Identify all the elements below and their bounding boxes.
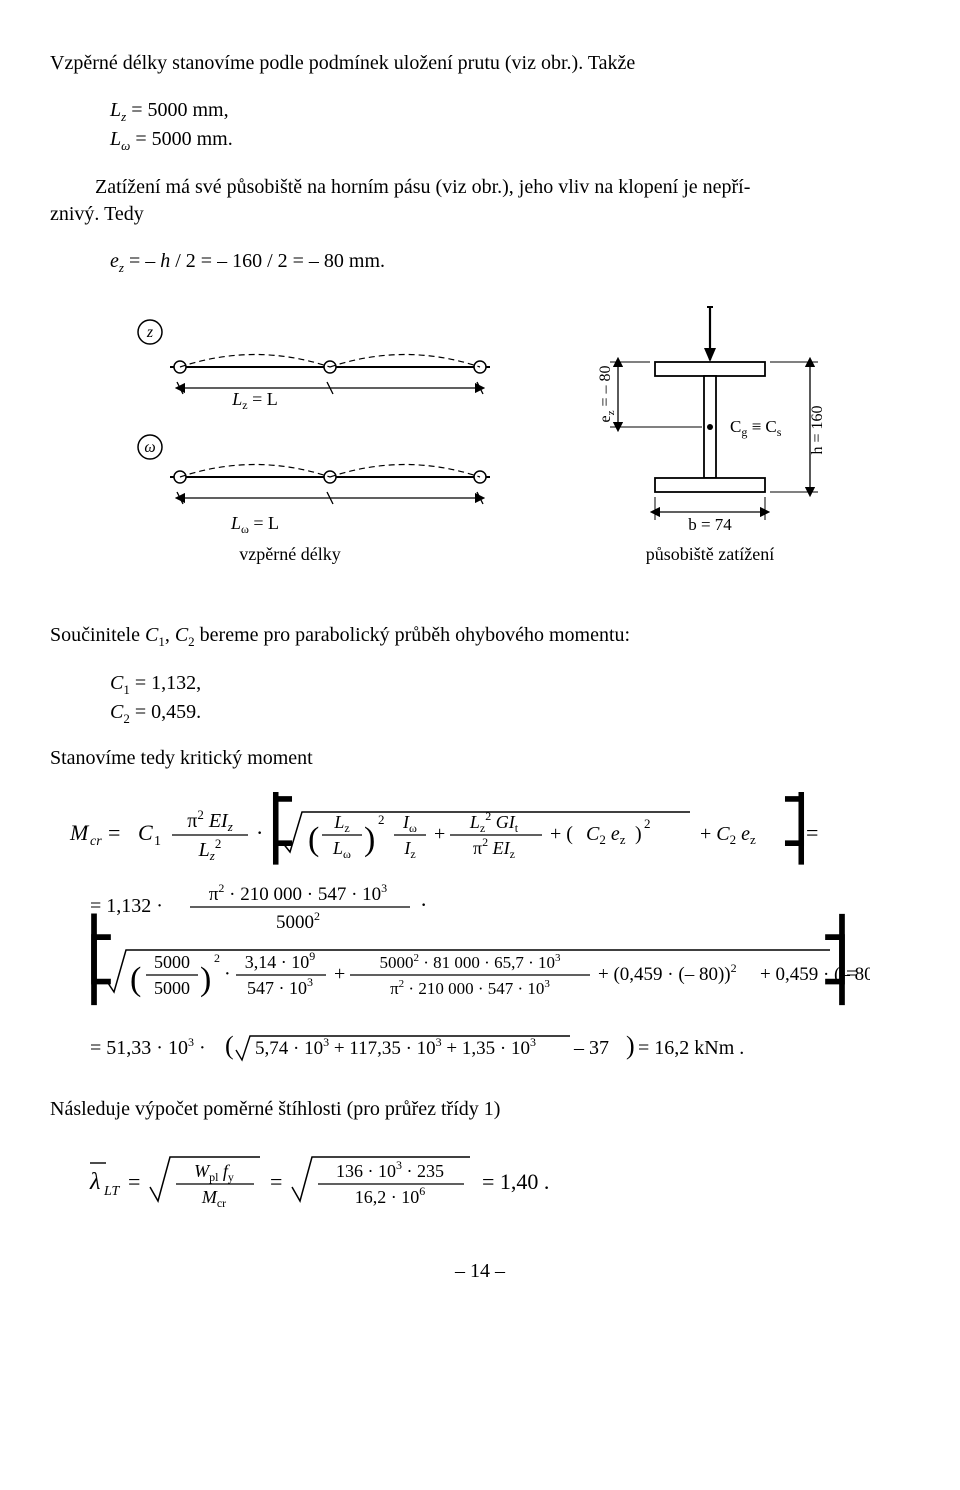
svg-text:+ (0,459 · (– 80))2: + (0,459 · (– 80))2 <box>598 961 737 985</box>
w-badge: ω <box>138 435 162 459</box>
svg-text:M: M <box>69 820 90 845</box>
svg-text:2: 2 <box>214 951 220 965</box>
svg-text:=: = <box>108 820 120 845</box>
lz-value: Lz = 5000 mm, <box>110 97 910 126</box>
svg-text:Cg ≡ Cs: Cg ≡ Cs <box>730 417 782 439</box>
svg-text:+ C2 ez: + C2 ez <box>700 823 756 847</box>
coefficients-intro: Součinitele C1, C2 bereme pro parabolick… <box>50 622 910 651</box>
svg-text:Iz: Iz <box>403 838 415 861</box>
svg-text:2: 2 <box>644 816 651 831</box>
mcr-equation: M cr = C 1 π2 EIz Lz2 · ⎡ ⎣ ( Lz Lω ) 2 … <box>50 792 870 1082</box>
svg-text:ω: ω <box>144 439 155 456</box>
svg-text:3,14 · 109: 3,14 · 109 <box>245 949 316 972</box>
svg-text:Lω = L: Lω = L <box>230 513 279 536</box>
svg-text:Mcr: Mcr <box>201 1187 226 1210</box>
svg-text:z: z <box>146 324 154 341</box>
svg-text:= 16,2 kNm .: = 16,2 kNm . <box>638 1037 744 1059</box>
svg-text:+: + <box>334 963 345 985</box>
lw-value: Lω = 5000 mm. <box>110 126 910 155</box>
svg-text:π2 · 210 000 · 547 · 103: π2 · 210 000 · 547 · 103 <box>390 978 550 998</box>
svg-text:Iω: Iω <box>402 812 417 835</box>
svg-text:π2 EIz: π2 EIz <box>473 835 515 861</box>
svg-text:+ (: + ( <box>550 823 573 845</box>
svg-text:Lz2 GIt: Lz2 GIt <box>469 809 519 835</box>
svg-text:(: ( <box>130 961 141 998</box>
ez-value: ez = – h / 2 = – 160 / 2 = – 80 mm. <box>110 248 910 277</box>
bottom-schematic: Lω = L vzpěrné délky <box>170 464 490 564</box>
svg-text:5000: 5000 <box>154 952 190 972</box>
svg-text:ez = – 80: ez = – 80 <box>597 365 617 422</box>
svg-text:C: C <box>138 820 153 845</box>
svg-text:16,2 · 106: 16,2 · 106 <box>355 1184 426 1207</box>
svg-text:5000: 5000 <box>154 978 190 998</box>
svg-text:C2 ez: C2 ez <box>586 823 626 847</box>
svg-text:Wpl fy: Wpl fy <box>194 1161 234 1184</box>
svg-text:⎣: ⎣ <box>86 913 116 985</box>
lambda-equation: λ LT = Wpl fy Mcr = 136 · 103 · 235 16,2… <box>70 1143 690 1223</box>
svg-text:b = 74: b = 74 <box>688 515 732 534</box>
slenderness-intro: Následuje výpočet poměrné štíhlosti (pro… <box>50 1096 910 1123</box>
page-number: – 14 – <box>50 1258 910 1285</box>
svg-text:h = 160: h = 160 <box>809 405 826 454</box>
svg-text:1: 1 <box>154 834 161 849</box>
svg-text:+: + <box>434 823 445 845</box>
svg-text:(: ( <box>308 821 319 858</box>
paragraph-intro: Vzpěrné délky stanovíme podle podmínek u… <box>50 50 910 77</box>
svg-text:=: = <box>270 1169 282 1194</box>
paragraph-load-b: znivý. Tedy <box>50 201 910 228</box>
svg-text:=: = <box>846 963 857 985</box>
svg-text:vzpěrné délky: vzpěrné délky <box>239 544 340 564</box>
beam-diagram: z Lz = L ω <box>90 302 870 602</box>
c1-value: C1 = 1,132, <box>110 670 910 699</box>
svg-text:50002: 50002 <box>276 909 320 933</box>
svg-text:): ) <box>200 961 211 998</box>
svg-text:=: = <box>128 1169 140 1194</box>
svg-text:50002 · 81 000 · 65,7 · 103: 50002 · 81 000 · 65,7 · 103 <box>380 952 561 972</box>
svg-text:·: · <box>420 892 427 917</box>
z-badge: z <box>138 320 162 344</box>
svg-text:Lz2: Lz2 <box>198 836 222 863</box>
svg-text:5,74 · 103 + 117,35 · 103 + 1,: 5,74 · 103 + 117,35 · 103 + 1,35 · 103 <box>255 1035 536 1059</box>
svg-text:⎦: ⎦ <box>780 792 809 846</box>
paragraph-load-a: Zatížení má své působiště na horním pásu… <box>50 174 910 201</box>
cross-section: Cg ≡ Cs ez = – 80 h = 160 b = 74 působiš… <box>597 307 826 564</box>
svg-text:⎣: ⎣ <box>268 792 297 846</box>
svg-text:547 · 103: 547 · 103 <box>247 975 313 998</box>
svg-text:π2 EIz: π2 EIz <box>187 807 233 834</box>
c2-value: C2 = 0,459. <box>110 699 910 728</box>
svg-text:): ) <box>635 823 642 845</box>
svg-text:·: · <box>224 963 231 985</box>
svg-text:– 37: – 37 <box>573 1037 609 1059</box>
svg-text:): ) <box>626 1031 635 1060</box>
svg-text:= 1,132 ·: = 1,132 · <box>90 895 163 917</box>
svg-text:Lω: Lω <box>332 838 351 861</box>
svg-text:Lz = L: Lz = L <box>231 389 278 412</box>
svg-text:= 1,40 .: = 1,40 . <box>482 1169 549 1194</box>
svg-text:2: 2 <box>378 812 385 827</box>
svg-text:= 51,33 · 103 ·: = 51,33 · 103 · <box>90 1035 206 1059</box>
svg-text:136 · 103 · 235: 136 · 103 · 235 <box>336 1158 444 1181</box>
svg-text:působiště zatížení: působiště zatížení <box>646 544 774 564</box>
svg-text:Lz: Lz <box>333 812 349 835</box>
svg-text:π2 · 210 000 · 547 · 103: π2 · 210 000 · 547 · 103 <box>209 881 387 905</box>
svg-text:cr: cr <box>90 834 102 849</box>
top-schematic: Lz = L <box>170 354 490 412</box>
svg-text:·: · <box>256 820 263 845</box>
svg-text:LT: LT <box>103 1184 121 1199</box>
svg-text:=: = <box>806 820 818 845</box>
svg-text:): ) <box>364 821 375 858</box>
svg-text:λ: λ <box>89 1169 100 1195</box>
svg-text:(: ( <box>225 1031 234 1060</box>
moment-intro: Stanovíme tedy kritický moment <box>50 745 910 772</box>
